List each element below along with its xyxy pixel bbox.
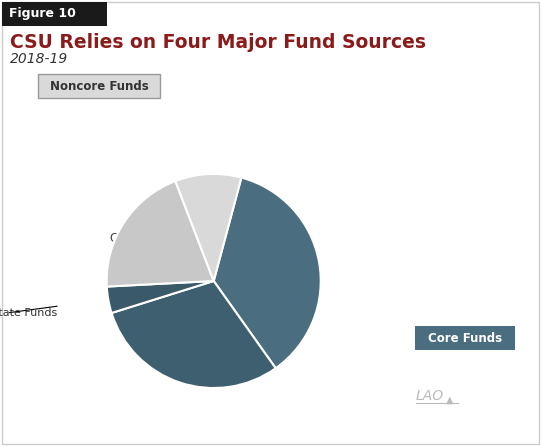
Text: 2018-19: 2018-19 (10, 52, 68, 66)
Text: CSU Relies on Four Major Fund Sources: CSU Relies on Four Major Fund Sources (10, 33, 426, 52)
Text: State General Fund: State General Fund (245, 260, 359, 273)
Text: CSU Funds: CSU Funds (110, 232, 173, 245)
Text: Figure 10: Figure 10 (9, 8, 76, 21)
Wedge shape (107, 281, 214, 313)
Text: LAO: LAO (416, 389, 444, 403)
Text: Core Funds: Core Funds (428, 331, 502, 344)
Text: Other State Funds: Other State Funds (0, 306, 57, 318)
Text: ▲: ▲ (446, 395, 453, 405)
Wedge shape (107, 181, 214, 287)
FancyBboxPatch shape (38, 74, 160, 98)
Text: Noncore Funds: Noncore Funds (50, 79, 148, 92)
Wedge shape (175, 174, 241, 281)
FancyBboxPatch shape (2, 2, 107, 26)
Wedge shape (214, 178, 321, 368)
Text: Federal
Funds: Federal Funds (187, 187, 231, 215)
FancyBboxPatch shape (415, 326, 515, 350)
Wedge shape (111, 281, 276, 388)
Text: Student Tuition
and Fee Revenue: Student Tuition and Fee Revenue (137, 337, 239, 365)
